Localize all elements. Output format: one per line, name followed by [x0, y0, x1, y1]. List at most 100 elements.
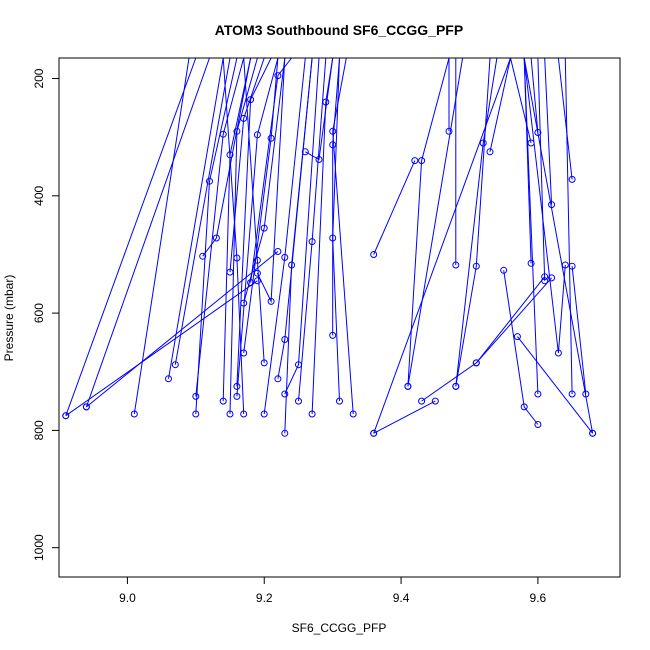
- profile-series: [510, 58, 535, 147]
- series-line: [510, 58, 532, 144]
- data-point: [322, 98, 330, 106]
- series-line: [455, 58, 498, 387]
- data-point: [130, 410, 138, 418]
- data-point: [240, 349, 248, 357]
- series-line: [332, 58, 340, 336]
- data-point: [541, 277, 549, 285]
- data-point: [404, 382, 412, 390]
- data-point: [527, 259, 535, 267]
- profile-series: [130, 58, 190, 418]
- series-line: [284, 58, 313, 434]
- data-point: [568, 175, 576, 183]
- data-point: [370, 429, 378, 437]
- series-line: [311, 58, 334, 415]
- series-line: [229, 58, 258, 415]
- profile-series: [370, 157, 419, 258]
- data-point: [82, 403, 90, 411]
- profile-series: [452, 58, 498, 390]
- data-point: [329, 127, 337, 135]
- series-line: [256, 58, 286, 304]
- profile-series: [62, 58, 197, 420]
- series-line: [537, 58, 546, 281]
- y-tick-label: 1000: [32, 534, 46, 561]
- data-point: [212, 234, 220, 242]
- data-point: [260, 410, 268, 418]
- x-tick-label: 9.0: [119, 591, 136, 605]
- profile-series: [523, 58, 569, 357]
- profile-series: [226, 58, 258, 418]
- profile-series: [192, 58, 245, 400]
- profile-series: [329, 58, 343, 405]
- series-line: [202, 58, 252, 257]
- data-point: [233, 127, 241, 135]
- series-line: [523, 58, 539, 395]
- data-point: [568, 390, 576, 398]
- data-point: [192, 410, 200, 418]
- profile-series: [544, 58, 556, 209]
- profile-series: [199, 58, 252, 260]
- data-point: [274, 248, 282, 255]
- profile-series: [370, 397, 439, 437]
- chart-title: ATOM3 Southbound SF6_CCGG_PFP: [215, 22, 463, 38]
- profile-series: [445, 58, 453, 135]
- data-point: [267, 297, 275, 305]
- profile-series: [329, 58, 357, 418]
- data-point: [165, 375, 172, 383]
- series-line: [263, 58, 306, 415]
- data-point: [240, 299, 248, 307]
- data-point: [308, 410, 316, 418]
- data-point: [411, 157, 419, 165]
- data-point: [479, 139, 487, 147]
- data-point: [62, 412, 70, 420]
- data-point: [513, 333, 521, 341]
- series-line: [65, 280, 258, 417]
- data-point: [281, 390, 289, 398]
- data-point: [431, 397, 439, 405]
- data-point: [260, 359, 268, 367]
- data-point: [534, 421, 542, 428]
- series-line: [243, 58, 265, 363]
- profile-series: [281, 58, 313, 437]
- data-point: [260, 224, 268, 232]
- data-point: [267, 134, 275, 142]
- profile-series: [192, 58, 238, 418]
- x-axis-label: SF6_CCGG_PFP: [292, 621, 387, 635]
- y-tick-label: 200: [32, 68, 46, 88]
- profile-series: [404, 58, 464, 390]
- series-line: [557, 58, 573, 180]
- profile-series: [452, 58, 460, 269]
- profile-series: [452, 58, 491, 390]
- data-point: [329, 234, 337, 242]
- x-tick-label: 9.6: [530, 591, 547, 605]
- axis-ticks: 9.0 9.2 9.4 9.6 200 400 600 800 1000: [32, 68, 547, 605]
- data-point: [253, 131, 261, 139]
- y-tick-label: 400: [32, 185, 46, 205]
- series-line: [523, 58, 566, 354]
- series-line: [571, 266, 587, 395]
- profile-series: [247, 58, 292, 287]
- data-point: [240, 114, 248, 122]
- y-axis-label: Pressure (mbar): [2, 275, 16, 362]
- data-point: [288, 261, 296, 269]
- data-point: [568, 262, 576, 270]
- series-line: [407, 58, 450, 387]
- y-tick-label: 800: [32, 420, 46, 440]
- data-point: [472, 359, 480, 367]
- data-point: [370, 251, 378, 258]
- series-line: [236, 58, 272, 387]
- series-line: [85, 58, 210, 408]
- series-line: [222, 58, 245, 415]
- series-line: [243, 58, 286, 304]
- data-point: [226, 268, 234, 276]
- profile-series: [253, 58, 286, 305]
- profile-series: [557, 58, 576, 183]
- data-point: [418, 157, 426, 165]
- x-tick-label: 9.4: [393, 591, 410, 605]
- data-point: [472, 262, 480, 270]
- plot-frame: [58, 57, 621, 578]
- series-line: [332, 58, 340, 402]
- data-point: [418, 397, 426, 405]
- series-line: [373, 58, 511, 434]
- profile-series: [523, 58, 542, 398]
- profile-series: [537, 58, 549, 285]
